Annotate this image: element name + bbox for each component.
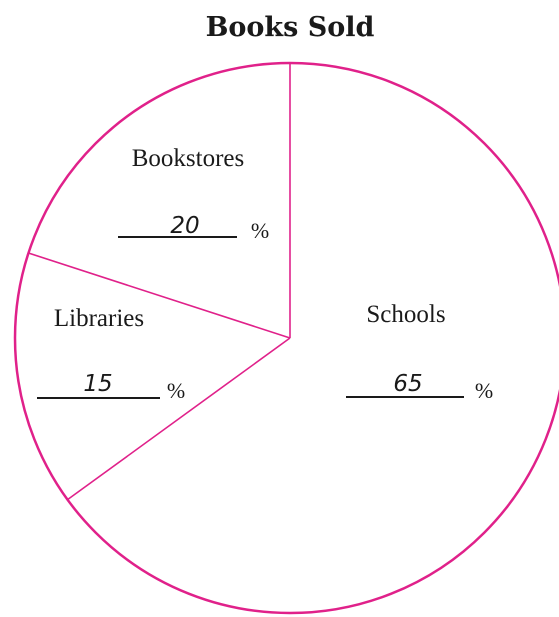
percent-sign: % — [251, 218, 269, 243]
slice-label-libraries: Libraries — [54, 305, 144, 332]
chart-title: Books Sold — [206, 12, 375, 43]
slice-value-schools: 65 — [393, 371, 422, 397]
percent-sign: % — [475, 378, 493, 403]
slice-label-bookstores: Bookstores — [132, 145, 245, 172]
slice-value-bookstores: 20 — [170, 213, 199, 239]
slice-divider-line — [28, 252, 291, 339]
percent-sign: % — [167, 378, 185, 403]
slice-label-schools: Schools — [366, 301, 445, 328]
slice-divider-line — [67, 337, 291, 501]
slice-value-libraries: 15 — [83, 371, 112, 397]
